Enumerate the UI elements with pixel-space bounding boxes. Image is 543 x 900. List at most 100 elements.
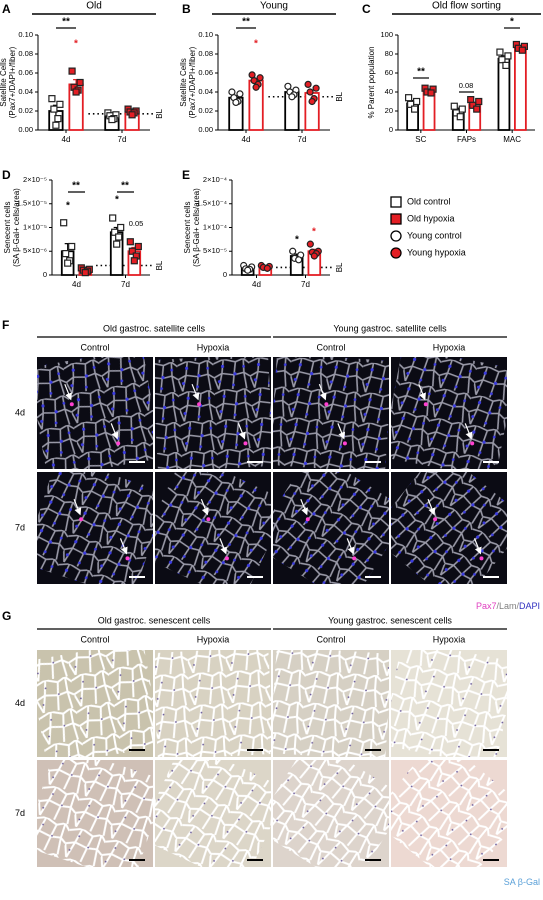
data-point xyxy=(295,256,303,264)
y-axis-label: % Parent population xyxy=(367,46,376,118)
data-point xyxy=(411,105,419,113)
micrograph xyxy=(273,472,389,584)
micrograph xyxy=(155,760,271,867)
data-point xyxy=(113,240,121,248)
row-label: 7d xyxy=(15,522,25,532)
data-point xyxy=(256,74,264,82)
micrograph xyxy=(37,357,153,469)
arrow xyxy=(237,423,246,440)
column-label: Hypoxia xyxy=(197,634,230,644)
data-point xyxy=(252,83,260,91)
data-point xyxy=(452,109,460,117)
data-point xyxy=(126,238,134,246)
micrograph-texture xyxy=(155,650,271,757)
chart-title: Old xyxy=(86,1,102,12)
legend-marker xyxy=(390,213,402,225)
arrow xyxy=(318,383,327,401)
y-tick-label: 1×10⁻⁴ xyxy=(203,222,227,231)
stain-caption: Pax7/Lam/DAPI xyxy=(476,601,540,611)
data-point xyxy=(498,56,506,64)
data-point xyxy=(473,105,481,113)
micrograph-texture xyxy=(391,472,507,584)
legend-marker xyxy=(390,196,402,208)
y-tick-label: 40 xyxy=(385,87,393,96)
y-tick-label: 0.02 xyxy=(198,106,213,115)
arrow xyxy=(219,538,228,555)
stain-part: SA β-Gal xyxy=(504,877,540,887)
bar xyxy=(422,90,436,131)
y-tick-label: 0.06 xyxy=(198,68,213,77)
micrograph xyxy=(391,650,507,757)
group-title: Young gastroc. senescent cells xyxy=(328,615,452,625)
data-point xyxy=(76,78,84,87)
significance: * xyxy=(510,17,514,28)
x-tick-label: 7d xyxy=(121,280,130,289)
data-point xyxy=(68,242,76,251)
y-tick-label: 0.00 xyxy=(198,125,213,134)
pax7-nucleus xyxy=(305,517,310,522)
pax7-nucleus xyxy=(79,517,84,522)
baseline-label: BL xyxy=(335,91,344,101)
column-label: Control xyxy=(316,342,345,352)
micrograph xyxy=(391,472,507,584)
data-point xyxy=(128,111,136,119)
data-point xyxy=(62,250,70,258)
y-tick-label: 5×10⁻⁵ xyxy=(203,246,227,255)
arrow xyxy=(73,498,82,516)
baseline-label: BL xyxy=(335,262,344,272)
significance: 0.08 xyxy=(459,81,474,90)
pax7-nucleus xyxy=(352,556,357,561)
pax7-nucleus xyxy=(116,441,121,446)
significance: ** xyxy=(242,17,250,28)
data-point xyxy=(456,113,464,121)
significance: ** xyxy=(72,181,80,192)
micrograph-texture xyxy=(273,760,389,867)
y-axis-label: (SA β-Gal+ cells/area) xyxy=(12,188,21,267)
micrograph xyxy=(273,650,389,757)
pax7-nucleus xyxy=(224,556,229,561)
y-tick-label: 0.08 xyxy=(18,49,33,58)
significance: ** xyxy=(417,67,425,78)
data-point xyxy=(108,115,116,124)
y-tick-label: 0 xyxy=(223,270,227,279)
x-tick-label: 4d xyxy=(242,135,251,144)
pax7-nucleus xyxy=(342,441,347,446)
significance: * xyxy=(74,39,78,50)
data-point xyxy=(115,233,123,241)
panel-label: F xyxy=(2,318,9,332)
data-point xyxy=(518,46,526,54)
y-tick-label: 0 xyxy=(389,125,393,134)
arrow xyxy=(427,498,436,516)
y-tick-label: 2×10⁻⁵ xyxy=(23,175,47,184)
micrograph xyxy=(37,760,153,867)
panel-label: D xyxy=(2,168,11,182)
baseline-label: BL xyxy=(155,260,164,270)
data-point xyxy=(72,88,80,96)
data-point xyxy=(405,94,413,102)
legend-label: Young control xyxy=(407,230,462,240)
y-tick-label: 0.04 xyxy=(198,87,213,96)
stain-part: Pax7 xyxy=(476,601,497,611)
arrow xyxy=(200,498,209,516)
data-point xyxy=(111,228,119,236)
micrograph-texture xyxy=(273,357,389,469)
y-tick-label: 0.10 xyxy=(198,30,213,39)
y-tick-label: 80 xyxy=(385,49,393,58)
micrograph-texture xyxy=(155,357,271,469)
pax7-nucleus xyxy=(433,517,438,522)
data-point xyxy=(502,61,510,70)
data-point xyxy=(64,259,72,267)
stain-part: /Lam/ xyxy=(496,601,519,611)
pax7-nucleus xyxy=(243,441,248,446)
legend-label: Old hypoxia xyxy=(407,213,455,223)
data-point xyxy=(134,242,142,251)
y-tick-label: 60 xyxy=(385,68,393,77)
arrow xyxy=(337,423,346,440)
micrograph-texture xyxy=(155,472,271,584)
y-tick-label: 0 xyxy=(43,270,47,279)
data-point xyxy=(263,264,271,272)
column-label: Hypoxia xyxy=(433,634,466,644)
y-tick-label: 0.00 xyxy=(18,125,33,134)
y-tick-label: 1.5×10⁻⁴ xyxy=(197,199,227,208)
